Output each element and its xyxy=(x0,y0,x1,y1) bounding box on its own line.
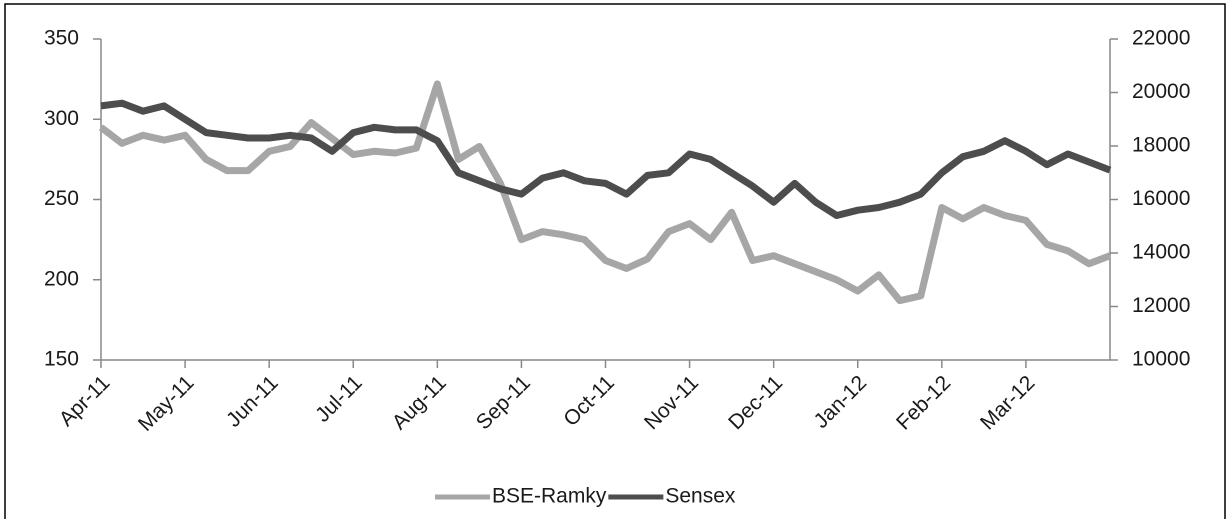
x-tick-label: May-11 xyxy=(134,371,199,436)
x-tick-label: Mar-12 xyxy=(976,371,1039,434)
y2-tick-label: 18000 xyxy=(1132,134,1190,157)
y-tick-label: 350 xyxy=(44,27,79,50)
y2-tick-label: 22000 xyxy=(1132,27,1190,50)
x-tick-label: Oct-11 xyxy=(559,371,619,431)
y2-tick-label: 14000 xyxy=(1132,241,1190,264)
x-tick-label: Nov-11 xyxy=(640,371,703,434)
x-tick-label: Apr-11 xyxy=(55,371,115,431)
y-tick-label: 300 xyxy=(44,107,79,130)
y-tick-label: 200 xyxy=(44,267,79,290)
legend-label: Sensex xyxy=(665,485,736,508)
x-tick-label: Dec-11 xyxy=(724,371,787,434)
x-tick-label: Jan-12 xyxy=(810,371,872,433)
x-tick-label: Feb-12 xyxy=(892,371,955,434)
x-tick-label: Jun-11 xyxy=(222,371,283,432)
legend-label: BSE-Ramky xyxy=(492,485,607,508)
y2-tick-label: 16000 xyxy=(1132,187,1190,210)
series-line xyxy=(98,80,1112,305)
y-tick-label: 250 xyxy=(44,187,79,210)
series-line xyxy=(100,99,1112,219)
y-tick-label: 150 xyxy=(44,348,79,371)
x-tick-label: Jul-11 xyxy=(311,371,367,427)
y2-tick-label: 10000 xyxy=(1132,348,1190,371)
chart-frame xyxy=(4,3,1226,519)
x-tick-label: Sep-11 xyxy=(472,371,535,434)
y2-tick-label: 12000 xyxy=(1132,294,1190,317)
x-tick-label: Aug-11 xyxy=(388,371,451,434)
y2-tick-label: 20000 xyxy=(1132,80,1190,103)
